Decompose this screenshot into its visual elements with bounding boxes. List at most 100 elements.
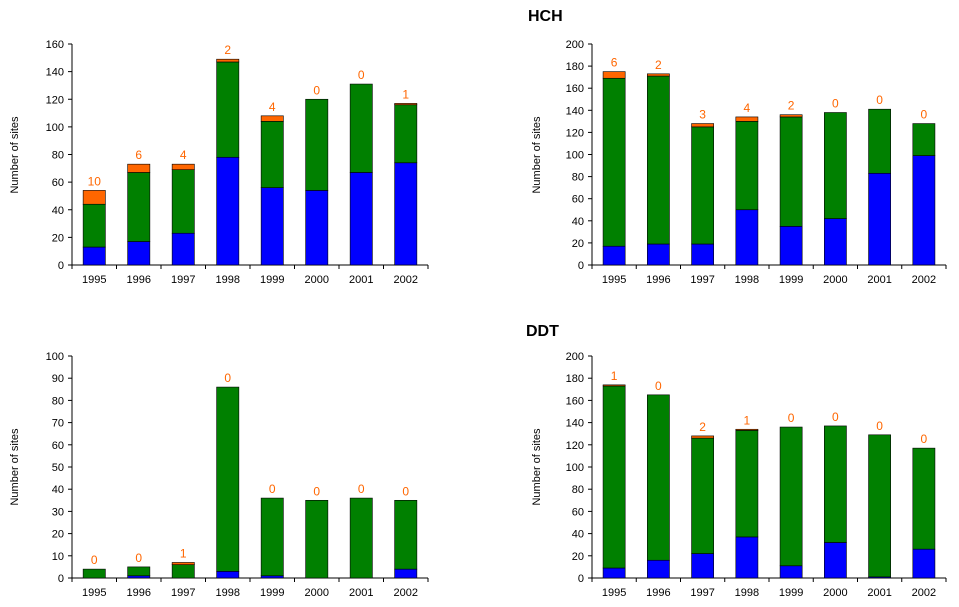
ddt-left-bar-green-2002	[394, 499, 418, 570]
hch-right-bar-orange-1999	[779, 114, 803, 118]
hch-left-bar-green-1996	[127, 172, 151, 242]
hch-right-bar-orange-1997	[691, 123, 714, 128]
ddt-left-x-tick-label: 2002	[394, 587, 418, 599]
hch-right-x-tick-label: 2002	[912, 274, 936, 286]
hch-right-bar-orange-1995	[602, 71, 626, 79]
hch-left-x-tick-label: 1995	[82, 274, 106, 286]
ddt-left-x-tick-label: 1999	[260, 587, 284, 599]
hch-right-data-label: 2	[655, 58, 662, 72]
hch-left-bar-green-2001	[349, 83, 373, 173]
ddt-right-data-label: 0	[788, 411, 795, 425]
hch-right-data-label: 2	[788, 99, 795, 113]
ddt-left-data-label: 0	[358, 482, 365, 496]
ddt-left-y-tick-label: 100	[46, 351, 64, 363]
hch-right-y-tick-label: 140	[566, 105, 584, 117]
hch-right-data-label: 0	[921, 108, 928, 122]
ddt-left-bar-blue-1996	[127, 575, 151, 579]
hch-left-x-tick-label: 1998	[216, 274, 240, 286]
hch-right-y-tick-label: 100	[566, 150, 584, 162]
hch-right-y-tick-label: 0	[578, 260, 584, 272]
ddt-right-bar-blue-1995	[602, 567, 626, 579]
hch-right-y-tick-label: 160	[566, 83, 584, 95]
ddt-left-x-tick-label: 1996	[127, 587, 151, 599]
hch-right-data-label: 0	[832, 97, 839, 111]
ddt-right-x-tick-label: 1999	[779, 587, 803, 599]
hch-right-x-tick-label: 1998	[735, 274, 759, 286]
hch-left-y-tick-label: 20	[52, 232, 64, 244]
ddt-right-y-tick-label: 40	[572, 529, 584, 541]
ddt-left-data-label: 0	[224, 371, 231, 385]
ddt-left-y-tick-label: 80	[52, 395, 64, 407]
hch-right-x-tick-label: 2001	[867, 274, 891, 286]
ddt-left-data-label: 0	[313, 484, 320, 498]
hch-right-bar-green-1997	[691, 126, 714, 245]
ddt-right-y-tick-label: 120	[566, 440, 584, 452]
hch-right-x-tick-label: 1999	[779, 274, 803, 286]
hch-right-bar-green-1996	[647, 75, 670, 245]
hch-left-y-tick-label: 120	[46, 94, 64, 106]
ddt-left-bar-blue-2002	[394, 568, 418, 579]
ddt-left-x-tick-label: 2000	[305, 587, 329, 599]
ddt-left-y-tick-label: 60	[52, 440, 64, 452]
hch-right-bar-orange-1996	[647, 73, 670, 77]
ddt-right-bar-blue-1999	[779, 565, 803, 579]
ddt-left-x-tick-label: 1997	[171, 587, 195, 599]
hch-right-bar-blue-1995	[602, 245, 626, 266]
hch-left-bar-green-1997	[171, 169, 195, 234]
hch-left-y-tick-label: 0	[58, 260, 64, 272]
ddt-right-y-tick-label: 200	[566, 351, 584, 363]
ddt-left-data-label: 0	[135, 551, 142, 565]
hch-right-bar-orange-1998	[735, 116, 759, 122]
ddt-right-y-tick-label: 140	[566, 418, 584, 430]
hch-right-bar-blue-1998	[735, 209, 759, 266]
hch-right-bar-blue-2000	[824, 218, 847, 266]
ddt-left-y-tick-label: 10	[52, 551, 64, 563]
ddt-left-y-tick-label: 0	[58, 573, 64, 585]
ddt-right-x-tick-label: 1997	[690, 587, 714, 599]
ddt-right-bar-blue-1997	[691, 553, 714, 579]
ddt-right-bar-blue-2002	[912, 548, 936, 579]
ddt-left-x-tick-label: 2001	[349, 587, 373, 599]
hch-left-x-tick-label: 1999	[260, 274, 284, 286]
ddt-right-bar-orange-1997	[691, 435, 714, 439]
hch-right-bar-blue-1997	[691, 243, 714, 266]
ddt-right-data-label: 0	[832, 410, 839, 424]
ddt-right-bar-orange-1998	[735, 428, 759, 431]
hch-left-data-label: 2	[224, 43, 231, 57]
hch-left-bar-blue-1998	[216, 156, 240, 266]
ddt-right-bar-green-1997	[691, 437, 714, 554]
ddt-left-y-tick-label: 20	[52, 529, 64, 541]
ddt-left-bar-orange-1997	[171, 562, 195, 565]
hch-right-y-tick-label: 200	[566, 39, 584, 51]
hch-left-bar-blue-1997	[171, 232, 195, 266]
ddt-right-bar-blue-1998	[735, 536, 759, 579]
ddt-right-bar-blue-1996	[647, 559, 670, 579]
ddt-left-bar-green-1999	[260, 497, 284, 577]
hch-right-bar-blue-1999	[779, 226, 803, 266]
hch-right-x-tick-label: 1995	[602, 274, 626, 286]
ddt-left-data-label: 1	[180, 546, 187, 560]
hch-left-bar-green-2000	[305, 98, 329, 191]
ddt-right-data-label: 2	[699, 420, 706, 434]
ddt-right-y-tick-label: 0	[578, 573, 584, 585]
hch-right-y-tick-label: 120	[566, 127, 584, 139]
ddt-right-x-tick-label: 2002	[912, 587, 936, 599]
ddt-right-y-tick-label: 20	[572, 551, 584, 563]
hch-right-y-tick-label: 40	[572, 216, 584, 228]
hch-left-data-label: 0	[313, 83, 320, 97]
hch-right-y-axis-title: Number of sites	[531, 116, 543, 194]
ddt-right-data-label: 1	[744, 413, 751, 427]
ddt-right-bar-green-2002	[912, 447, 936, 550]
ddt-right-y-tick-label: 180	[566, 373, 584, 385]
hch-left-bar-blue-1999	[260, 187, 284, 266]
hch-left-bar-blue-2001	[349, 172, 373, 266]
hch-right-bar-blue-2002	[912, 155, 936, 266]
hch-left-data-label: 0	[358, 68, 365, 82]
ddt-left-bar-green-1995	[82, 568, 106, 579]
ddt-right-bar-blue-2000	[824, 542, 847, 579]
hch-left-bar-blue-2000	[305, 190, 329, 266]
hch-left-bar-orange-1995	[82, 190, 106, 205]
hch-left-bar-green-1999	[260, 121, 284, 188]
